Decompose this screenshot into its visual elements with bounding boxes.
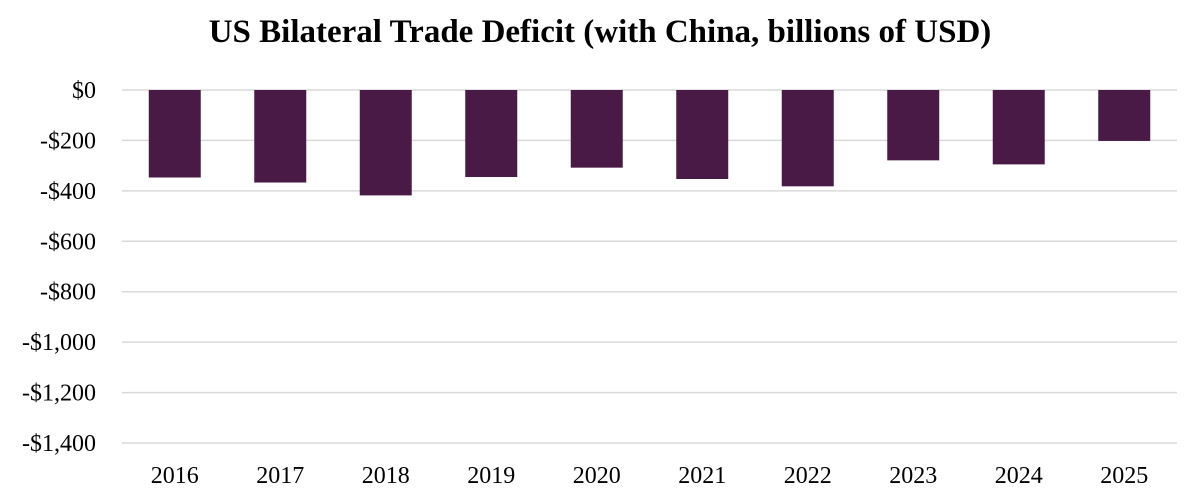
bars xyxy=(148,90,1151,196)
y-tick-label: -$1,400 xyxy=(22,431,96,457)
x-tick-label: 2025 xyxy=(1100,463,1148,489)
bar-2022 xyxy=(781,90,834,187)
x-tick-label: 2018 xyxy=(362,463,410,489)
x-axis-ticks: 2016 2017 2018 2019 2020 2021 2022 2023 2024 2025 xyxy=(151,463,1149,489)
x-tick-label: 2016 xyxy=(151,463,199,489)
y-tick-label: -$200 xyxy=(40,128,96,154)
bar-2018 xyxy=(359,90,412,196)
y-tick-label: -$800 xyxy=(40,280,96,306)
bar-2016 xyxy=(148,90,201,178)
y-tick-label: -$1,000 xyxy=(22,330,96,356)
chart-title: US Bilateral Trade Deficit (with China, … xyxy=(208,14,992,50)
bar-2021 xyxy=(676,90,729,180)
y-tick-label: -$1,200 xyxy=(22,381,96,407)
y-tick-label: $0 xyxy=(72,78,96,104)
x-tick-label: 2019 xyxy=(467,463,515,489)
x-tick-label: 2021 xyxy=(678,463,726,489)
bar-2020 xyxy=(570,90,623,168)
x-tick-label: 2022 xyxy=(784,463,832,489)
y-axis-ticks: $0 -$200 -$400 -$600 -$800 -$1,000 -$1,200 -$1,… xyxy=(22,78,96,457)
y-tick-label: -$400 xyxy=(40,179,96,205)
bar-2025 xyxy=(1098,90,1151,141)
bar-2024 xyxy=(992,90,1045,165)
x-tick-label: 2023 xyxy=(889,463,937,489)
x-tick-label: 2017 xyxy=(256,463,304,489)
bar-2023 xyxy=(887,90,940,161)
bar-2017 xyxy=(254,90,307,183)
y-tick-label: -$600 xyxy=(40,229,96,255)
x-tick-label: 2024 xyxy=(995,463,1043,489)
bar-2019 xyxy=(465,90,518,177)
x-tick-label: 2020 xyxy=(573,463,621,489)
